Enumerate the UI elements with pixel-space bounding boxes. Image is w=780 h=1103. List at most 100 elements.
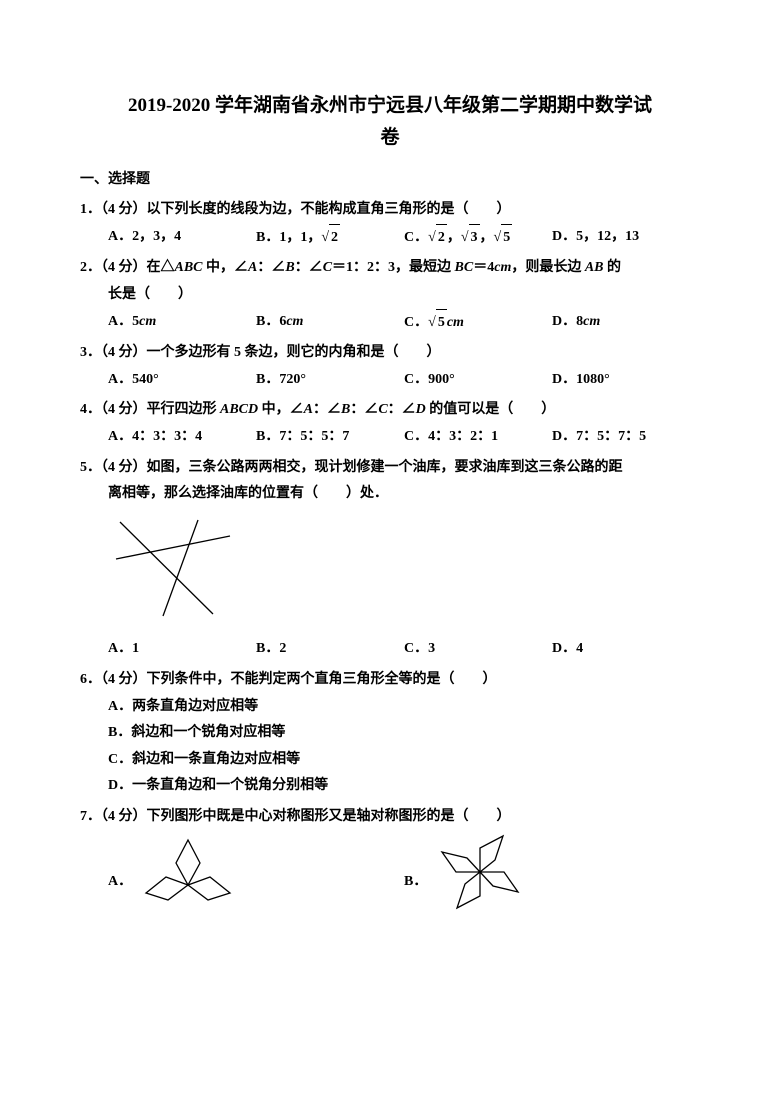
q2-C: C [323, 260, 332, 275]
q4-option-b: B．7：5：5：7 [256, 424, 404, 451]
q1-options: A．2，3，4 B．1，1，2 C．2，3，5 D．5，12，13 [80, 224, 700, 252]
q2-t7: ，则最长边 [511, 260, 585, 275]
exam-page: 2019-2020 学年湖南省永州市宁远县八年级第二学期期中数学试 卷 一、选择… [0, 0, 780, 955]
q2-option-b: B．6cm [256, 309, 404, 337]
q3-points: （4 分） [101, 345, 147, 360]
q5-option-d: D．4 [552, 636, 700, 663]
q2-close: ） [178, 287, 192, 302]
q2-AB: AB [585, 260, 604, 275]
q4-D: D [416, 402, 426, 417]
q2-option-d: D．8cm [552, 309, 700, 337]
q1-c-s3: 5 [501, 224, 512, 252]
q2-t2: 中，∠ [203, 260, 249, 275]
q5-option-a: A．1 [108, 636, 256, 663]
q5-option-c: C．3 [404, 636, 552, 663]
q2-d-unit: cm [583, 314, 600, 329]
question-3: 3．（4 分）一个多边形有 5 条边，则它的内角和是（ ） [80, 340, 700, 367]
question-4: 4．（4 分）平行四边形 ABCD 中，∠A：∠B：∠C：∠D 的值可以是（） [80, 397, 700, 424]
q2-t3: ：∠ [257, 260, 285, 275]
q1-c-s1: 2 [436, 224, 447, 252]
q4-A: A [304, 402, 313, 417]
q2-options: A．5cm B．6cm C．5cm D．8cm [80, 309, 700, 337]
q7-close: ） [497, 809, 511, 824]
pinwheel-figure [433, 830, 528, 915]
q1-c-mid2: ， [480, 230, 494, 245]
sqrt-icon: 5 [428, 315, 447, 330]
q1-option-a: A．2，3，4 [108, 224, 256, 252]
q1-option-d: D．5，12，13 [552, 224, 700, 252]
q1-b-sqrt: 2 [329, 224, 340, 252]
q3-option-b: B．720° [256, 367, 404, 394]
q5-option-b: B．2 [256, 636, 404, 663]
q1-c-mid: ， [447, 230, 461, 245]
q1-points: （4 分） [101, 202, 147, 217]
q4-points: （4 分） [101, 402, 147, 417]
q2-cont: 长是（ ） [80, 282, 700, 309]
q2-c-pre: C． [404, 315, 428, 330]
q2-B: B [285, 260, 294, 275]
q2-t8: 的 [604, 260, 622, 275]
q5-figure [80, 514, 700, 635]
q4-B: B [341, 402, 350, 417]
question-7: 7．（4 分）下列图形中既是中心对称图形又是轴对称图形的是（） [80, 804, 700, 831]
q4-options: A．4：3：3：4 B．7：5：5：7 C．4：3：2：1 D．7：5：7：5 [80, 424, 700, 451]
q2-a-unit: cm [139, 314, 156, 329]
title-line-1: 2019-2020 学年湖南省永州市宁远县八年级第二学期期中数学试 [128, 95, 652, 116]
q6-option-a: A．两条直角边对应相等 [80, 694, 700, 721]
q3-option-a: A．540° [108, 367, 256, 394]
q4-close: ） [541, 402, 555, 417]
sqrt-icon: 2 [428, 230, 447, 245]
q2-option-c: C．5cm [404, 309, 552, 337]
question-5: 5．（4 分）如图，三条公路两两相交，现计划修建一个油库，要求油库到这三条公路的… [80, 455, 700, 482]
q5-points: （4 分） [101, 460, 147, 475]
q4-number: 4． [80, 402, 101, 417]
q4-option-d: D．7：5：7：5 [552, 424, 700, 451]
q3-stem: 一个多边形有 5 条边，则它的内角和是（ [147, 345, 399, 360]
q5-stem: 如图，三条公路两两相交，现计划修建一个油库，要求油库到这三条公路的距 [147, 460, 623, 475]
q3-options: A．540° B．720° C．900° D．1080° [80, 367, 700, 394]
q4-abcd: ABCD [220, 402, 258, 417]
q2-a-pre: A．5 [108, 314, 139, 329]
q3-close: ） [427, 345, 441, 360]
q1-number: 1． [80, 202, 101, 217]
q4-option-a: A．4：3：3：4 [108, 424, 256, 451]
q4-t5: ：∠ [388, 402, 416, 417]
q2-b-pre: B．6 [256, 314, 286, 329]
q1-c-s2: 3 [469, 224, 480, 252]
q2-cont-text: 长是（ [108, 287, 150, 302]
q5-cont2: ）处． [346, 486, 388, 501]
q3-option-c: C．900° [404, 367, 552, 394]
q6-option-c: C．斜边和一条直角边对应相等 [80, 747, 700, 774]
q2-BC: BC [455, 260, 474, 275]
q6-stem: 下列条件中，不能判定两个直角三角形全等的是（ [147, 672, 455, 687]
q2-t1: 在△ [147, 260, 175, 275]
q7-points: （4 分） [101, 809, 147, 824]
q7-a-label: A． [108, 869, 132, 916]
q4-t3: ：∠ [313, 402, 341, 417]
q2-number: 2． [80, 260, 101, 275]
q4-t1: 平行四边形 [147, 402, 221, 417]
q2-d-pre: D．8 [552, 314, 583, 329]
q7-b-label: B． [404, 869, 427, 916]
question-2: 2．（4 分）在△ABC 中，∠A：∠B：∠C＝1：2：3，最短边 BC＝4cm… [80, 255, 700, 282]
q2-A: A [248, 260, 257, 275]
q1-stem: 以下列长度的线段为边，不能构成直角三角形的是（ [147, 202, 469, 217]
q5-options: A．1 B．2 C．3 D．4 [80, 636, 700, 663]
q1-b-text: B．1，1， [256, 230, 321, 245]
title-line-2: 卷 [380, 127, 399, 148]
q2-t4: ：∠ [295, 260, 323, 275]
section-heading-1: 一、选择题 [80, 167, 700, 194]
q2-t5: ＝1：2：3，最短边 [332, 260, 455, 275]
q6-points: （4 分） [101, 672, 147, 687]
q2-c-sqrt: 5 [436, 309, 447, 337]
q2-c-unit: cm [447, 315, 464, 330]
q5-cont: 离相等，那么选择油库的位置有（）处． [80, 481, 700, 508]
q3-number: 3． [80, 345, 101, 360]
sqrt-icon: 3 [461, 230, 480, 245]
sqrt-icon: 2 [321, 230, 340, 245]
q2-cm: cm [494, 260, 511, 275]
q6-option-b: B．斜边和一个锐角对应相等 [80, 720, 700, 747]
q4-t2: 中，∠ [258, 402, 304, 417]
q1-c-pre: C． [404, 230, 428, 245]
page-title: 2019-2020 学年湖南省永州市宁远县八年级第二学期期中数学试 卷 [80, 90, 700, 155]
